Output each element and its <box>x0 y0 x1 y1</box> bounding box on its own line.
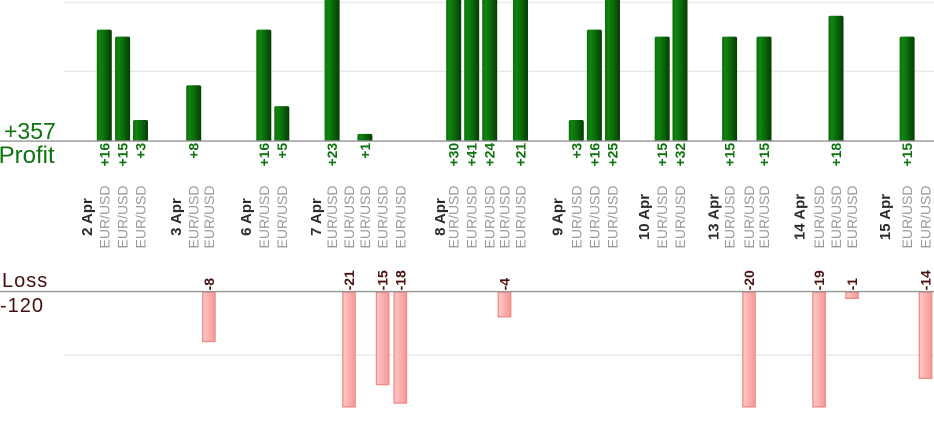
svg-text:+32: +32 <box>672 143 688 167</box>
svg-text:-14: -14 <box>918 270 934 290</box>
svg-text:EUR/USD: EUR/USD <box>568 185 584 248</box>
svg-text:+357: +357 <box>4 118 56 144</box>
svg-text:+3: +3 <box>568 143 584 159</box>
svg-text:10 Apr: 10 Apr <box>636 194 653 240</box>
svg-text:-21: -21 <box>341 270 357 290</box>
svg-text:EUR/USD: EUR/USD <box>672 185 688 248</box>
svg-text:+24: +24 <box>482 143 498 167</box>
svg-text:+1: +1 <box>357 143 373 159</box>
svg-text:EUR/USD: EUR/USD <box>464 185 480 248</box>
svg-text:15 Apr: 15 Apr <box>877 194 894 240</box>
svg-text:EUR/USD: EUR/USD <box>828 185 844 248</box>
svg-text:EUR/USD: EUR/USD <box>756 185 772 248</box>
svg-text:Profit: Profit <box>0 142 55 169</box>
svg-text:-8: -8 <box>201 278 217 291</box>
svg-text:EUR/USD: EUR/USD <box>96 185 112 248</box>
svg-text:3 Apr: 3 Apr <box>168 198 185 236</box>
svg-text:+3: +3 <box>133 143 149 159</box>
svg-text:EUR/USD: EUR/USD <box>256 185 272 248</box>
svg-text:8 Apr: 8 Apr <box>432 198 449 236</box>
svg-text:EUR/USD: EUR/USD <box>497 185 513 248</box>
svg-text:EUR/USD: EUR/USD <box>375 185 391 248</box>
svg-text:EUR/USD: EUR/USD <box>654 185 670 248</box>
svg-text:-20: -20 <box>741 270 757 290</box>
svg-text:EUR/USD: EUR/USD <box>115 185 131 248</box>
svg-text:-19: -19 <box>811 270 827 290</box>
svg-text:+16: +16 <box>256 143 272 167</box>
svg-text:+18: +18 <box>828 143 844 167</box>
svg-text:EUR/USD: EUR/USD <box>741 185 757 248</box>
svg-text:6 Apr: 6 Apr <box>238 198 255 236</box>
svg-text:EUR/USD: EUR/USD <box>586 185 602 248</box>
svg-text:EUR/USD: EUR/USD <box>133 185 149 248</box>
svg-text:+30: +30 <box>446 143 462 167</box>
svg-text:9 Apr: 9 Apr <box>549 198 566 236</box>
svg-text:EUR/USD: EUR/USD <box>357 185 373 248</box>
svg-text:EUR/USD: EUR/USD <box>274 185 290 248</box>
svg-text:EUR/USD: EUR/USD <box>392 185 408 248</box>
svg-text:EUR/USD: EUR/USD <box>482 185 498 248</box>
svg-text:14 Apr: 14 Apr <box>792 194 809 240</box>
svg-text:EUR/USD: EUR/USD <box>811 185 827 248</box>
svg-text:EUR/USD: EUR/USD <box>722 185 738 248</box>
svg-text:EUR/USD: EUR/USD <box>918 185 934 248</box>
svg-text:+41: +41 <box>464 143 480 167</box>
svg-text:+15: +15 <box>756 143 772 167</box>
svg-text:+23: +23 <box>324 143 340 167</box>
svg-text:EUR/USD: EUR/USD <box>341 185 357 248</box>
svg-text:+21: +21 <box>513 143 529 167</box>
svg-text:-120: -120 <box>0 295 44 317</box>
svg-text:-18: -18 <box>392 270 408 290</box>
svg-text:EUR/USD: EUR/USD <box>324 185 340 248</box>
svg-text:EUR/USD: EUR/USD <box>186 185 202 248</box>
svg-text:+16: +16 <box>586 143 602 167</box>
svg-text:+15: +15 <box>654 143 670 167</box>
svg-text:EUR/USD: EUR/USD <box>844 185 860 248</box>
svg-text:-15: -15 <box>375 270 391 290</box>
svg-text:2 Apr: 2 Apr <box>79 198 96 236</box>
svg-text:7 Apr: 7 Apr <box>308 198 325 236</box>
svg-text:+16: +16 <box>96 143 112 167</box>
svg-text:+15: +15 <box>722 143 738 167</box>
svg-text:+25: +25 <box>605 143 621 167</box>
svg-text:+5: +5 <box>274 143 290 159</box>
svg-text:EUR/USD: EUR/USD <box>201 185 217 248</box>
svg-text:-1: -1 <box>844 278 860 291</box>
svg-text:-4: -4 <box>497 278 513 291</box>
svg-text:+15: +15 <box>115 143 131 167</box>
svg-text:EUR/USD: EUR/USD <box>899 185 915 248</box>
svg-text:EUR/USD: EUR/USD <box>446 185 462 248</box>
svg-text:+8: +8 <box>186 143 202 159</box>
svg-text:Loss: Loss <box>2 270 48 292</box>
svg-text:EUR/USD: EUR/USD <box>605 185 621 248</box>
svg-text:+15: +15 <box>899 143 915 167</box>
svg-text:13 Apr: 13 Apr <box>706 194 723 240</box>
svg-text:EUR/USD: EUR/USD <box>513 185 529 248</box>
